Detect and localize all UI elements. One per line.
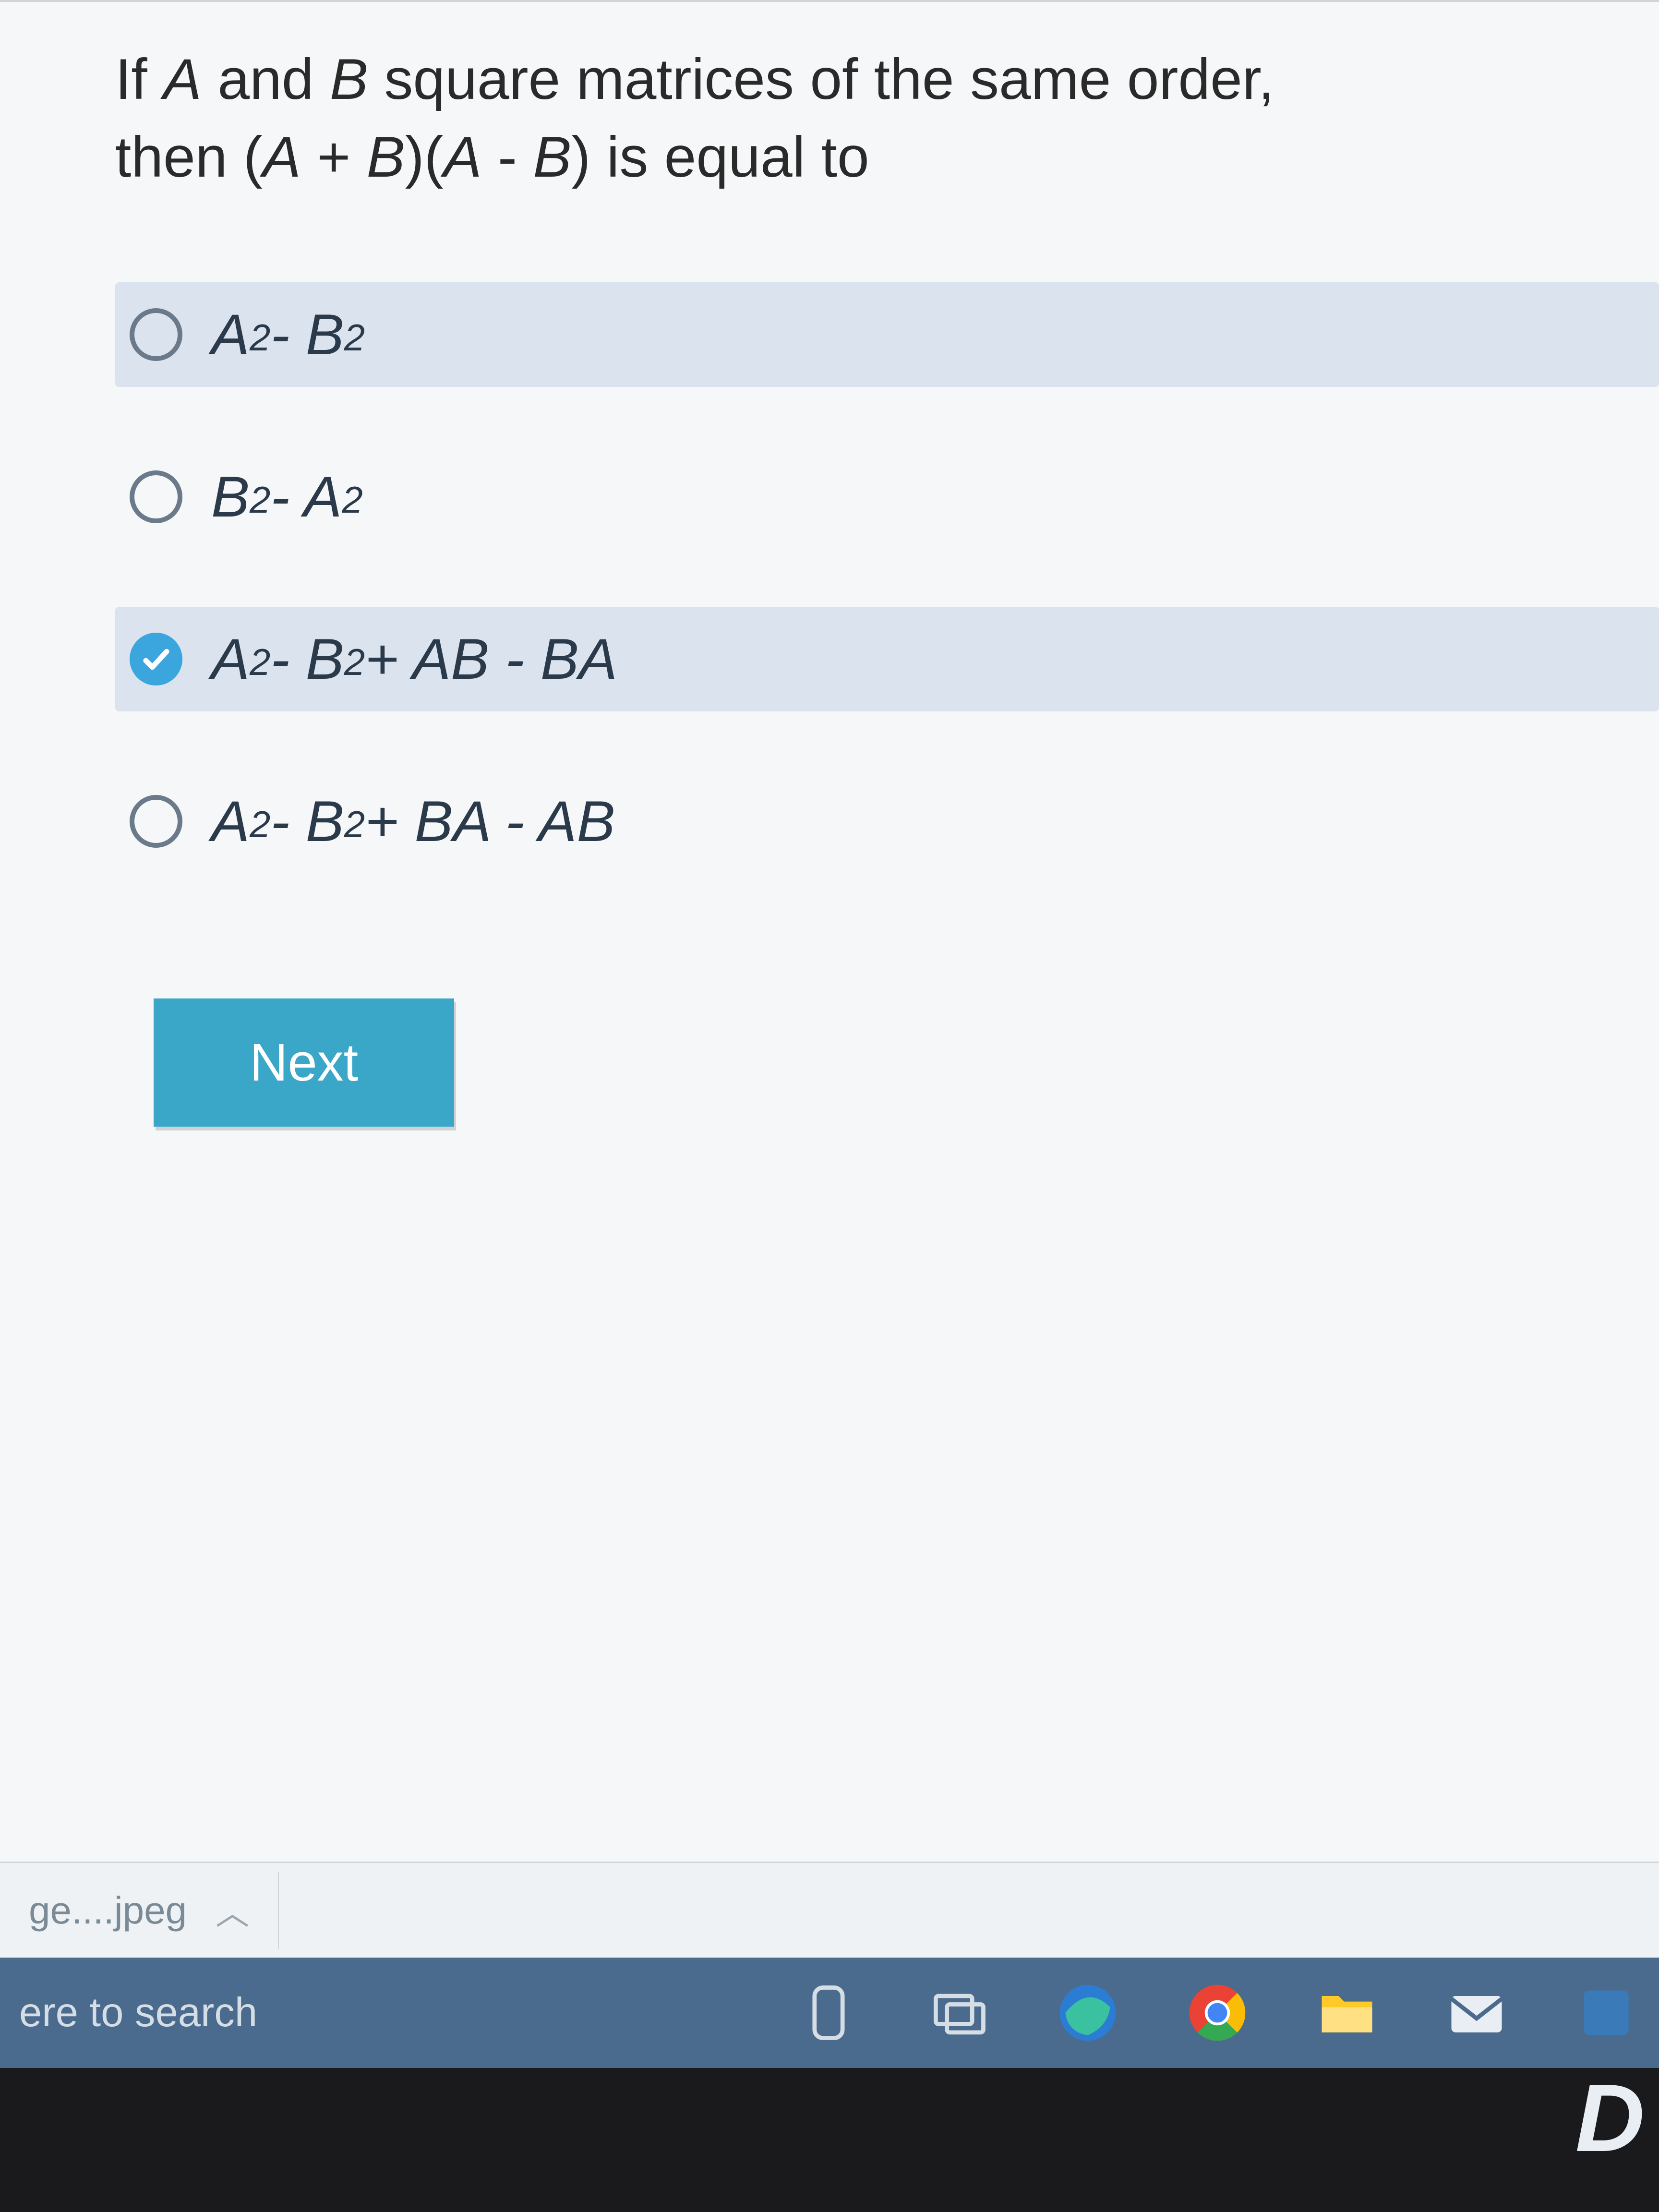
download-item[interactable]: ge....jpeg ︿	[0, 1872, 279, 1949]
option-4-label: A2 - B2 + BA - AB	[211, 788, 615, 854]
downloads-bar: ge....jpeg ︿	[0, 1862, 1659, 1958]
option-2[interactable]: B2 - A2	[115, 445, 1659, 549]
taskbar: ere to search	[0, 1958, 1659, 2068]
mail-icon[interactable]	[1443, 1979, 1510, 2046]
download-filename: ge....jpeg	[29, 1888, 187, 1933]
radio-unchecked-icon	[130, 795, 182, 848]
question-text: If A and B square matrices of the same o…	[115, 40, 1659, 196]
radio-checked-icon	[130, 633, 182, 685]
quiz-page: If A and B square matrices of the same o…	[0, 0, 1659, 1968]
taskbar-assistant-icon[interactable]	[795, 1979, 862, 2046]
options-group: A2 - B2 B2 - A2 A2 - B2 + AB - BA A2 - B…	[115, 282, 1659, 874]
app-icon[interactable]	[1573, 1979, 1640, 2046]
option-4[interactable]: A2 - B2 + BA - AB	[115, 769, 1659, 874]
radio-unchecked-icon	[130, 308, 182, 361]
edge-browser-icon[interactable]	[1054, 1979, 1121, 2046]
task-view-icon[interactable]	[925, 1979, 992, 2046]
option-3-label: A2 - B2 + AB - BA	[211, 626, 617, 692]
option-2-label: B2 - A2	[211, 464, 363, 530]
chrome-browser-icon[interactable]	[1184, 1979, 1251, 2046]
option-3[interactable]: A2 - B2 + AB - BA	[115, 607, 1659, 711]
radio-unchecked-icon	[130, 470, 182, 523]
dell-logo-partial: D	[1575, 2063, 1640, 2174]
desk-area: D	[0, 2068, 1659, 2212]
question-line1: If A and B square matrices of the same o…	[115, 47, 1274, 111]
next-button[interactable]: Next	[154, 998, 454, 1127]
question-line2: then (A + B)(A - B) is equal to	[115, 125, 869, 189]
file-explorer-icon[interactable]	[1313, 1979, 1381, 2046]
chevron-up-icon: ︿	[216, 1886, 249, 1935]
taskbar-icons	[795, 1979, 1640, 2046]
option-1[interactable]: A2 - B2	[115, 282, 1659, 387]
option-1-label: A2 - B2	[211, 301, 365, 368]
taskbar-search-text[interactable]: ere to search	[19, 1989, 257, 2036]
